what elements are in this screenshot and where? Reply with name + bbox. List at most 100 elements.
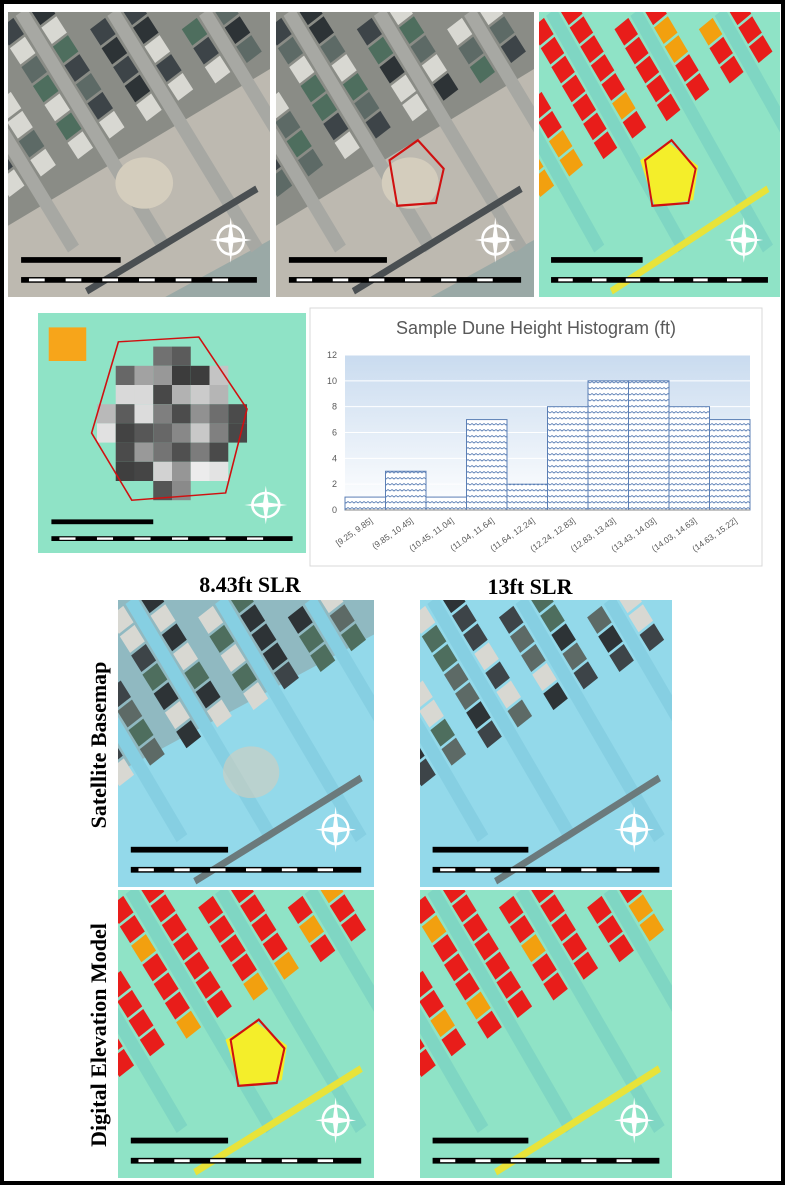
dune-cell (153, 366, 172, 385)
scale-bar (551, 257, 643, 263)
bar (548, 407, 589, 510)
dune-cell (172, 404, 191, 423)
scale-bar-tick (369, 278, 384, 281)
scale-bar (21, 257, 121, 263)
scale-bar-tick (660, 278, 674, 281)
row-title: Digital Elevation Model (86, 923, 111, 1147)
dune-cell (191, 462, 210, 481)
scale-bar-tick (97, 537, 113, 539)
scale-bar-tick (134, 537, 150, 539)
dune-cell (116, 404, 135, 423)
bar (588, 381, 629, 510)
dune-cell (153, 423, 172, 442)
column-title: 13ft SLR (488, 574, 574, 599)
bar (710, 420, 751, 510)
scale-bar-tick (592, 278, 606, 281)
dune-cell (116, 443, 135, 462)
dune-cell (210, 385, 229, 404)
scale-bar-tick (511, 1159, 526, 1162)
scale-bar (131, 1138, 228, 1144)
scale-bar-tick (318, 1159, 333, 1162)
scale-bar (131, 847, 228, 853)
dune-cell (153, 347, 172, 366)
dune-cell (116, 366, 135, 385)
row-title: Satellite Basemap (86, 662, 111, 829)
column-title: 8.43ft SLR (199, 572, 302, 597)
scale-bar-tick (246, 868, 261, 871)
dune-cell (153, 462, 172, 481)
dune-cell (210, 423, 229, 442)
dune-cell (210, 404, 229, 423)
dune-cell (172, 347, 191, 366)
scale-bar-tick (297, 278, 312, 281)
dune-cell (116, 423, 135, 442)
y-tick-label: 8 (332, 402, 337, 412)
scale-bar-tick (176, 278, 192, 281)
bar (386, 471, 427, 510)
y-tick-label: 12 (327, 350, 337, 360)
scale-bar-tick (102, 278, 118, 281)
dune-cell (191, 385, 210, 404)
y-tick-label: 4 (332, 453, 337, 463)
map-panel (344, 875, 747, 1178)
scale-bar-tick (405, 278, 420, 281)
scale-bar-tick (475, 868, 490, 871)
dune-cell (191, 366, 210, 385)
dune-cell (134, 366, 153, 385)
dune (115, 157, 173, 208)
scale-bar-tick (511, 868, 526, 871)
dune-cell (210, 443, 229, 462)
dune-cell (153, 385, 172, 404)
scale-bar-tick (617, 1159, 632, 1162)
y-tick-label: 10 (327, 376, 337, 386)
scale-bar-tick (318, 868, 333, 871)
scale-bar-tick (138, 1159, 153, 1162)
map-panel (38, 313, 306, 553)
scale-bar (51, 519, 153, 524)
bar (345, 497, 386, 510)
scale-bar-tick (558, 278, 572, 281)
bar (467, 420, 508, 510)
scale-bar-tick (617, 868, 632, 871)
scale-bar-tick (440, 868, 455, 871)
scale-bar-tick (210, 868, 225, 871)
scale-bar-tick (282, 1159, 297, 1162)
scale-bar-tick (626, 278, 640, 281)
figure: 8.43ft SLR 13ft SLR Satellite Basemap Di… (0, 0, 786, 1186)
scale-bar-tick (546, 868, 561, 871)
high-cell (49, 327, 87, 361)
scale-bar-tick (727, 278, 741, 281)
chart-title: Sample Dune Height Histogram (ft) (396, 318, 676, 338)
scale-bar-tick (174, 1159, 189, 1162)
dune-cell (153, 443, 172, 462)
scale-bar (433, 1138, 529, 1144)
scale-bar-tick (210, 1159, 225, 1162)
dune-cell (134, 385, 153, 404)
dune-cell (172, 443, 191, 462)
bar (507, 484, 548, 510)
scale-bar-tick (247, 537, 263, 539)
bar (669, 407, 710, 510)
dune-cell (210, 366, 229, 385)
dune-cell (191, 443, 210, 462)
map-panels (0, 0, 786, 1178)
dune-cell (172, 385, 191, 404)
scale-bar-tick (333, 278, 348, 281)
scale-bar-tick (581, 868, 596, 871)
scale-bar-tick (282, 868, 297, 871)
dune-cell (172, 462, 191, 481)
scale-bar (289, 257, 387, 263)
dune-cell (134, 404, 153, 423)
scale-bar-tick (546, 1159, 561, 1162)
scale-bar-tick (475, 1159, 490, 1162)
scale-bar-tick (29, 278, 45, 281)
scale-bar-tick (477, 278, 492, 281)
dune-cell (172, 366, 191, 385)
dune-cell (153, 404, 172, 423)
dune-cell (210, 462, 229, 481)
scale-bar-tick (59, 537, 75, 539)
scale-bar-tick (138, 868, 153, 871)
bar (426, 497, 467, 510)
scale-bar-tick (581, 1159, 596, 1162)
dune-cell (134, 443, 153, 462)
